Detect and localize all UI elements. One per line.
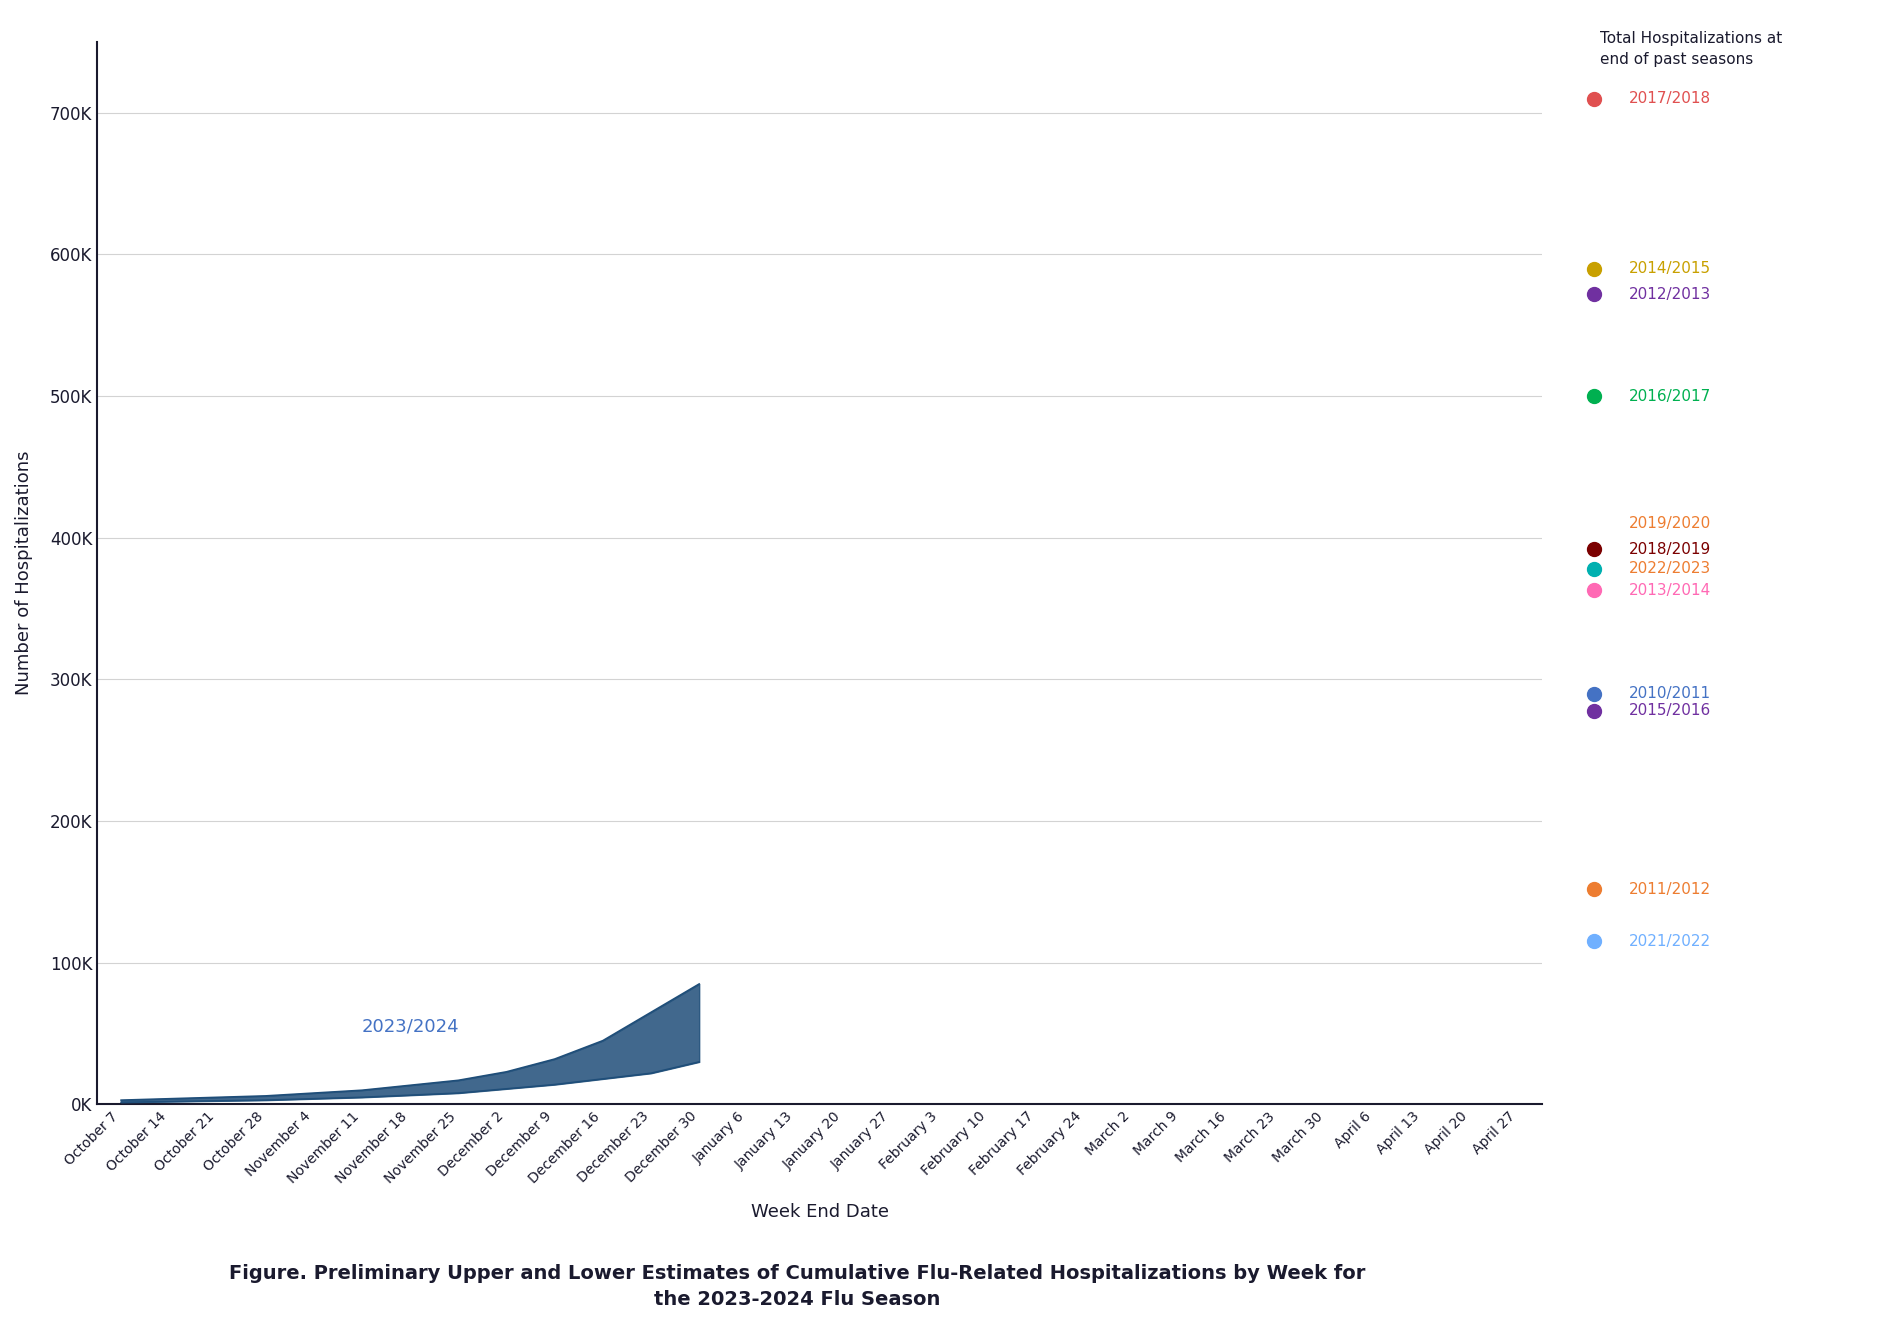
- Text: 2017/2018: 2017/2018: [1628, 91, 1710, 106]
- Text: 2012/2013: 2012/2013: [1628, 286, 1710, 302]
- Y-axis label: Number of Hospitalizations: Number of Hospitalizations: [15, 451, 32, 696]
- Text: 2021/2022: 2021/2022: [1628, 933, 1710, 950]
- Text: 2019/2020: 2019/2020: [1628, 516, 1710, 530]
- Text: Figure. Preliminary Upper and Lower Estimates of Cumulative Flu-Related Hospital: Figure. Preliminary Upper and Lower Esti…: [230, 1264, 1365, 1309]
- Text: 2011/2012: 2011/2012: [1628, 881, 1710, 897]
- Text: 2023/2024: 2023/2024: [361, 1018, 459, 1035]
- Text: 2018/2019: 2018/2019: [1628, 541, 1710, 556]
- Text: 2022/2023: 2022/2023: [1628, 561, 1710, 576]
- Text: 2015/2016: 2015/2016: [1628, 702, 1710, 719]
- X-axis label: Week End Date: Week End Date: [750, 1202, 888, 1221]
- Text: 2013/2014: 2013/2014: [1628, 583, 1710, 598]
- Text: 2016/2017: 2016/2017: [1628, 388, 1710, 403]
- Text: 2010/2011: 2010/2011: [1628, 686, 1710, 701]
- Text: 2014/2015: 2014/2015: [1628, 261, 1710, 277]
- Text: Total Hospitalizations at
end of past seasons: Total Hospitalizations at end of past se…: [1600, 31, 1782, 67]
